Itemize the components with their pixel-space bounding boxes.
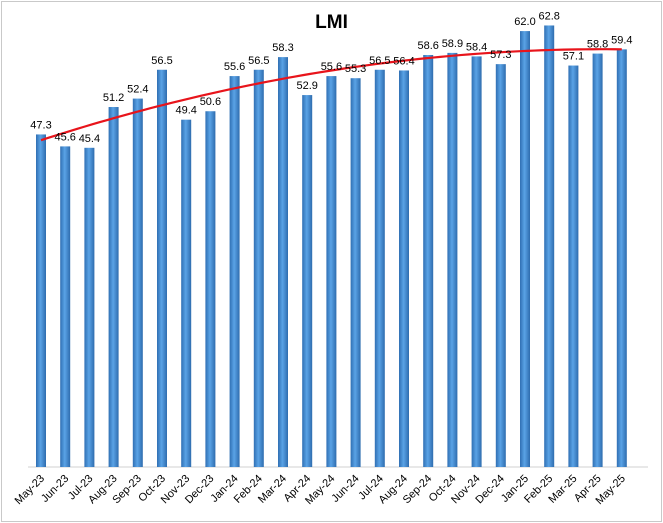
data-label: 56.5	[369, 55, 390, 67]
bar-Jun-23	[60, 146, 71, 467]
data-label: 47.3	[30, 119, 51, 131]
bar-Sep-23	[132, 98, 143, 467]
bar-Feb-24	[253, 69, 264, 467]
data-label: 55.6	[224, 61, 245, 73]
data-label: 56.5	[248, 55, 269, 67]
bar-Oct-24	[447, 52, 458, 467]
chart-title: LMI	[315, 12, 348, 33]
data-label: 49.4	[175, 105, 196, 117]
data-label: 58.4	[466, 41, 487, 53]
data-label: 45.6	[54, 131, 75, 143]
data-label: 56.5	[151, 55, 172, 67]
bar-Jun-24	[350, 78, 361, 467]
x-tick-label: Jun-24	[329, 473, 361, 505]
data-label: 55.3	[345, 63, 366, 75]
data-label: 52.4	[127, 84, 148, 96]
bar-Mar-24	[278, 57, 288, 468]
bar-Dec-24	[495, 64, 506, 467]
bar-Jan-24	[229, 76, 240, 467]
bar-Feb-25	[544, 25, 555, 467]
data-label: 52.9	[296, 80, 317, 92]
data-label: 58.9	[442, 38, 463, 50]
bar-Sep-24	[423, 55, 434, 467]
data-label: 62.8	[538, 10, 559, 22]
bar-Aug-24	[399, 70, 409, 468]
bar-Oct-23	[157, 69, 167, 467]
x-tick-label: Jun-23	[39, 473, 71, 505]
trendline	[40, 48, 622, 142]
bar-Mar-25	[568, 65, 579, 467]
data-label: 57.3	[490, 49, 511, 61]
bar-Jul-23	[84, 147, 95, 468]
data-label: 51.2	[103, 92, 124, 104]
bar-May-24	[326, 76, 337, 467]
data-label: 58.3	[272, 42, 293, 54]
data-label: 45.4	[79, 133, 100, 145]
data-label: 59.4	[611, 34, 632, 46]
data-label: 55.6	[321, 61, 342, 73]
x-tick-label: May-23	[13, 473, 47, 507]
bar-Apr-24	[302, 95, 313, 467]
bar-May-25	[616, 49, 627, 468]
bar-Jul-24	[374, 69, 385, 467]
bar-Nov-24	[471, 56, 482, 468]
data-label: 57.1	[563, 51, 584, 63]
bar-Aug-23	[108, 107, 119, 468]
data-label: 56.4	[393, 55, 414, 67]
bar-Jan-25	[520, 31, 530, 468]
bar-May-23	[36, 134, 46, 467]
bar-Apr-25	[592, 53, 603, 468]
data-label: 62.0	[514, 16, 535, 28]
bar-Dec-23	[205, 111, 216, 468]
bar-Nov-23	[181, 119, 192, 468]
data-label: 50.6	[200, 96, 221, 108]
data-label: 58.6	[417, 40, 438, 52]
data-label: 58.8	[587, 39, 608, 51]
